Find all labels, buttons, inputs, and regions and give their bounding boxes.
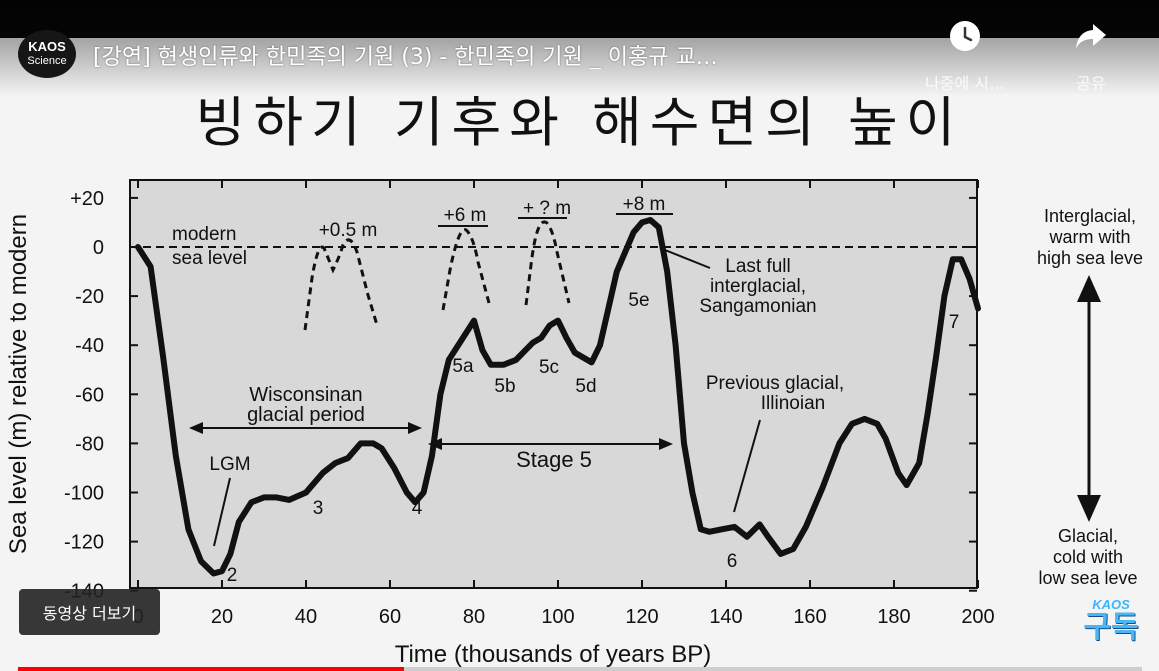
stage-label: 5b bbox=[494, 376, 515, 397]
stage5-arrow-head-left bbox=[428, 438, 442, 450]
stage-label: 4 bbox=[412, 498, 423, 519]
watch-later-button[interactable]: 나중에 시… bbox=[910, 20, 1020, 94]
progress-bar-fill bbox=[18, 667, 404, 671]
lgm-label: LGM bbox=[209, 454, 250, 475]
x-tick-label: 120 bbox=[625, 606, 658, 628]
y-tick-label: -60 bbox=[75, 384, 104, 406]
y-tick-label: -20 bbox=[75, 286, 104, 308]
stage-label: 5a bbox=[452, 356, 474, 377]
channel-logo-line2: Science bbox=[27, 55, 67, 67]
glacial-side-label: cold with bbox=[1053, 547, 1123, 567]
modern-sea-level-label: sea level bbox=[172, 248, 247, 269]
last-interglacial-pointer bbox=[659, 247, 711, 269]
last-interglacial-label: Sangamonian bbox=[699, 296, 816, 317]
wisconsinan-label: glacial period bbox=[247, 404, 365, 426]
wisconsinan-arrow-head-left bbox=[189, 422, 203, 434]
highstand-label: + ? m bbox=[523, 198, 571, 219]
highstand-dashed-curve bbox=[303, 238, 379, 331]
stage-label: 6 bbox=[727, 551, 738, 572]
climate-arrow-down-head bbox=[1077, 495, 1101, 522]
x-tick-label: 80 bbox=[463, 606, 485, 628]
progress-bar[interactable] bbox=[18, 667, 1142, 671]
stage-label: 5e bbox=[628, 290, 649, 311]
subscribe-brand: KAOS bbox=[1092, 597, 1130, 612]
glacial-side-label: Glacial, bbox=[1058, 526, 1118, 546]
previous-glacial-label: Previous glacial, bbox=[706, 373, 844, 394]
y-tick-label: -40 bbox=[75, 335, 104, 357]
y-tick-label: -120 bbox=[64, 532, 104, 554]
share-label: 공유 bbox=[1076, 74, 1106, 93]
x-tick-label: 20 bbox=[211, 606, 233, 628]
stage5-arrow-head-right bbox=[659, 438, 673, 450]
x-tick-label: 60 bbox=[379, 606, 401, 628]
last-interglacial-label: Last full bbox=[725, 256, 790, 277]
channel-logo[interactable]: KAOS Science bbox=[18, 30, 76, 78]
subscribe-button[interactable]: KAOS 구독 bbox=[1082, 597, 1140, 653]
last-interglacial-label: interglacial, bbox=[710, 276, 806, 297]
y-tick-label: +20 bbox=[70, 188, 104, 210]
stage-label: 7 bbox=[949, 312, 960, 333]
video-title[interactable]: [강연] 현생인류와 한민족의 기원 (3) - 한민족의 기원 _ 이홍규 교… bbox=[93, 45, 718, 69]
y-tick-label: -80 bbox=[75, 433, 104, 455]
x-tick-label: 180 bbox=[877, 606, 910, 628]
x-tick-label: 40 bbox=[295, 606, 317, 628]
y-tick-label: 0 bbox=[93, 237, 104, 259]
highstand-label: +0.5 m bbox=[319, 220, 378, 241]
highstand-dashed-curve bbox=[524, 220, 571, 306]
highstand-label: +8 m bbox=[623, 194, 666, 215]
stage-label: 5c bbox=[539, 357, 559, 378]
highstand-label: +6 m bbox=[444, 205, 487, 226]
stage-label: 2 bbox=[227, 565, 238, 586]
share-arrow-icon bbox=[1076, 24, 1106, 49]
stage5-label: Stage 5 bbox=[516, 447, 592, 472]
previous-glacial-pointer bbox=[733, 419, 761, 513]
highstand-dashed-curve bbox=[441, 228, 491, 311]
y-axis-label: Sea level (m) relative to modern bbox=[5, 214, 32, 554]
lgm-pointer bbox=[213, 477, 231, 547]
watch-later-label: 나중에 시… bbox=[925, 74, 1005, 93]
x-tick-label: 140 bbox=[709, 606, 742, 628]
previous-glacial-label: Illinoian bbox=[761, 393, 825, 414]
x-tick-label: 160 bbox=[793, 606, 826, 628]
interglacial-side-label: warm with bbox=[1048, 227, 1130, 247]
x-tick-label: 100 bbox=[541, 606, 574, 628]
sea-level-curve bbox=[135, 217, 981, 577]
modern-sea-level-label: modern bbox=[172, 224, 236, 245]
stage-label: 3 bbox=[313, 498, 324, 519]
wisconsinan-arrow-head-right bbox=[408, 422, 422, 434]
climate-arrow-up-head bbox=[1077, 275, 1101, 302]
x-tick-label: 200 bbox=[961, 606, 994, 628]
interglacial-side-label: high sea leve bbox=[1037, 248, 1143, 268]
share-button[interactable]: 공유 bbox=[1036, 20, 1146, 94]
wisconsinan-label: Wisconsinan bbox=[249, 384, 362, 406]
x-axis-label: Time (thousands of years BP) bbox=[395, 641, 712, 668]
channel-logo-line1: KAOS bbox=[28, 39, 66, 54]
more-videos-button[interactable]: 동영상 더보기 bbox=[19, 589, 160, 635]
slide-title: 빙하기 기후와 해수면의 높이 bbox=[195, 91, 964, 154]
glacial-side-label: low sea leve bbox=[1038, 568, 1137, 588]
stage-label: 5d bbox=[575, 376, 596, 397]
subscribe-label: 구독 bbox=[1083, 610, 1139, 645]
clock-icon bbox=[950, 21, 980, 51]
interglacial-side-label: Interglacial, bbox=[1044, 206, 1136, 226]
y-tick-label: -100 bbox=[64, 483, 104, 505]
